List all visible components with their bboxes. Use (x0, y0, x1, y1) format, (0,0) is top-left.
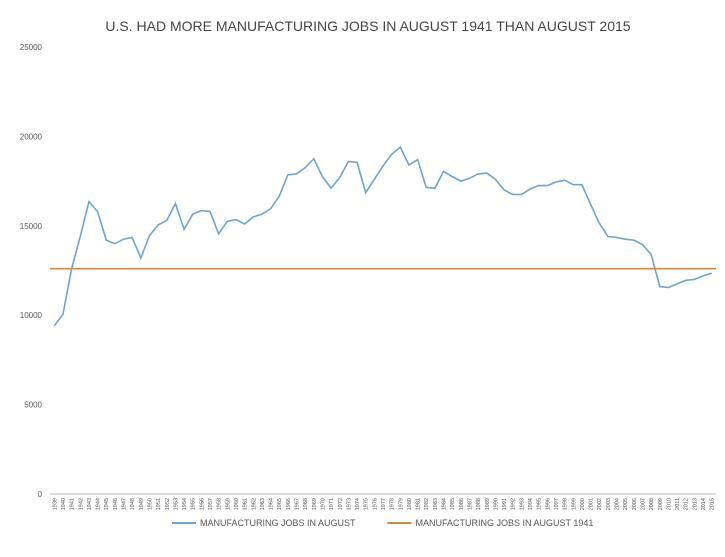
x-tick-label: 2001 (589, 498, 595, 510)
x-tick-label: 1980 (407, 498, 413, 510)
x-tick-label: 1995 (537, 498, 543, 510)
x-tick-label: 1983 (433, 498, 439, 510)
legend-label: MANUFACTURING JOBS IN AUGUST 1941 (416, 518, 594, 528)
x-tick-label: 2002 (597, 498, 603, 510)
x-tick-label: 1958 (217, 498, 223, 510)
x-tick-label: 2012 (684, 498, 690, 510)
x-tick-label: 1961 (243, 498, 249, 510)
x-tick-label: 1966 (286, 498, 292, 510)
x-tick-label: 1971 (329, 498, 335, 510)
y-tick-label: 25000 (20, 43, 43, 52)
y-tick-label: 20000 (20, 132, 43, 141)
x-tick-label: 1984 (442, 498, 448, 510)
x-tick-label: 1951 (156, 498, 162, 510)
x-tick-label: 1996 (545, 498, 551, 510)
x-tick-label: 2014 (701, 498, 707, 510)
x-tick-label: 2004 (615, 498, 621, 510)
x-tick-label: 1985 (450, 498, 456, 510)
x-tick-label: 1950 (147, 498, 153, 510)
x-tick-label: 2013 (692, 498, 698, 510)
x-tick-label: 1967 (295, 498, 301, 510)
x-tick-label: 1952 (165, 498, 171, 510)
x-tick-label: 1997 (554, 498, 560, 510)
x-tick-label: 1969 (312, 498, 318, 510)
x-tick-label: 1957 (208, 498, 214, 510)
x-tick-label: 2003 (606, 498, 612, 510)
x-tick-label: 2005 (623, 498, 629, 510)
x-tick-label: 1956 (199, 498, 205, 510)
x-tick-label: 2015 (710, 498, 716, 510)
x-tick-label: 1949 (139, 498, 145, 510)
x-tick-label: 1978 (390, 498, 396, 510)
x-tick-label: 1939 (52, 498, 58, 510)
x-tick-label: 1946 (113, 498, 119, 510)
x-tick-label: 1954 (182, 498, 188, 510)
x-tick-label: 2011 (675, 498, 681, 510)
x-tick-label: 1975 (364, 498, 370, 510)
x-tick-label: 1963 (260, 498, 266, 510)
x-tick-label: 1988 (476, 498, 482, 510)
x-tick-label: 1942 (78, 498, 84, 510)
x-tick-label: 1990 (493, 498, 499, 510)
x-tick-label: 1965 (277, 498, 283, 510)
x-tick-label: 1982 (424, 498, 430, 510)
x-tick-label: 1940 (61, 498, 67, 510)
x-tick-label: 1991 (502, 498, 508, 510)
x-tick-label: 1993 (519, 498, 525, 510)
x-tick-label: 1992 (511, 498, 517, 510)
x-tick-label: 1994 (528, 498, 534, 510)
x-tick-label: 1955 (191, 498, 197, 510)
y-tick-label: 0 (38, 490, 43, 499)
x-tick-label: 2008 (649, 498, 655, 510)
x-tick-label: 1999 (571, 498, 577, 510)
x-tick-label: 1976 (372, 498, 378, 510)
x-tick-label: 1959 (225, 498, 231, 510)
y-tick-label: 15000 (20, 222, 43, 231)
y-tick-label: 5000 (24, 401, 42, 410)
x-tick-label: 1947 (122, 498, 128, 510)
x-tick-label: 1979 (398, 498, 404, 510)
x-tick-label: 1960 (234, 498, 240, 510)
x-tick-label: 1962 (251, 498, 257, 510)
x-tick-label: 1974 (355, 498, 361, 510)
x-tick-label: 1953 (173, 498, 179, 510)
x-tick-label: 1987 (467, 498, 473, 510)
x-tick-label: 1989 (485, 498, 491, 510)
x-tick-label: 2000 (580, 498, 586, 510)
x-tick-label: 1998 (563, 498, 569, 510)
x-tick-label: 1941 (70, 498, 76, 510)
x-tick-label: 1944 (96, 498, 102, 510)
x-tick-label: 1981 (416, 498, 422, 510)
legend-label: MANUFACTURING JOBS IN AUGUST (200, 518, 356, 528)
x-tick-label: 1945 (104, 498, 110, 510)
x-tick-label: 1977 (381, 498, 387, 510)
chart-title: U.S. HAD MORE MANUFACTURING JOBS IN AUGU… (105, 18, 630, 34)
x-tick-label: 1964 (269, 498, 275, 510)
x-tick-label: 1972 (338, 498, 344, 510)
x-tick-label: 1948 (130, 498, 136, 510)
x-tick-label: 2010 (666, 498, 672, 510)
y-tick-label: 10000 (20, 311, 43, 320)
x-tick-label: 1973 (346, 498, 352, 510)
x-tick-label: 2009 (658, 498, 664, 510)
x-tick-label: 1968 (303, 498, 309, 510)
x-tick-label: 1943 (87, 498, 93, 510)
x-tick-label: 1970 (320, 498, 326, 510)
x-tick-label: 2007 (640, 498, 646, 510)
data-line (53, 145, 712, 327)
x-tick-label: 2006 (632, 498, 638, 510)
x-tick-label: 1986 (459, 498, 465, 510)
